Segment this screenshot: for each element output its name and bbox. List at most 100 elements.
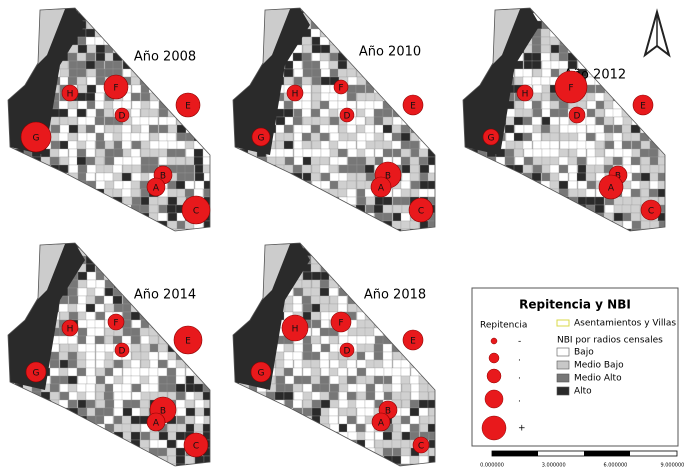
census-tract <box>346 188 357 198</box>
census-tract <box>391 375 402 385</box>
census-tract <box>94 295 105 305</box>
census-tract <box>346 212 357 222</box>
census-tract <box>550 204 561 214</box>
school-label: E <box>185 337 191 347</box>
census-tract <box>77 164 88 174</box>
census-tract <box>337 204 348 214</box>
census-tract <box>194 20 205 30</box>
census-tract <box>95 140 106 150</box>
census-tract <box>166 263 177 273</box>
census-tract <box>293 148 304 158</box>
census-tract <box>427 116 435 126</box>
census-tract <box>86 44 97 54</box>
census-tract <box>328 100 339 110</box>
census-tract <box>203 172 210 182</box>
census-tract <box>640 68 651 78</box>
census-tract <box>329 36 340 46</box>
census-tract <box>8 447 15 457</box>
census-tract <box>202 463 210 466</box>
census-tract <box>463 212 471 222</box>
census-tract <box>40 439 51 449</box>
census-tract <box>86 271 97 281</box>
census-tract <box>59 116 70 126</box>
census-tract <box>185 359 196 369</box>
census-tract <box>495 220 506 230</box>
census-tract <box>77 44 88 54</box>
census-tract <box>68 172 79 182</box>
census-tract <box>640 188 651 198</box>
census-tract <box>103 108 114 118</box>
census-tract <box>103 220 114 230</box>
census-tract <box>365 116 376 126</box>
census-tract <box>67 287 78 297</box>
census-tract <box>437 205 446 213</box>
census-tract <box>438 328 447 336</box>
census-tract <box>382 319 393 329</box>
census-tract <box>487 196 498 206</box>
census-tract <box>400 84 411 94</box>
census-tract <box>337 60 348 70</box>
census-tract <box>49 188 60 198</box>
census-tract <box>41 204 52 214</box>
census-tract <box>202 247 210 257</box>
census-tract <box>391 60 402 70</box>
census-tract <box>658 140 665 150</box>
census-tract <box>8 60 16 70</box>
census-tract <box>292 100 303 110</box>
census-tract <box>194 399 205 409</box>
census-tract <box>337 100 348 110</box>
census-tract <box>355 463 366 466</box>
census-tract <box>212 424 221 432</box>
census-tract <box>667 5 676 13</box>
census-tract <box>513 148 524 158</box>
census-tract <box>658 68 665 78</box>
census-tract <box>428 247 435 257</box>
census-tract <box>22 28 33 38</box>
census-tract <box>463 20 470 30</box>
census-tract <box>239 188 250 198</box>
census-tract <box>550 44 561 54</box>
census-tract <box>131 228 142 231</box>
census-tract <box>41 196 52 206</box>
census-tract <box>239 303 250 313</box>
census-tract <box>576 124 587 134</box>
census-tract <box>85 220 96 230</box>
census-tract <box>167 212 178 222</box>
census-tract <box>400 188 411 198</box>
census-tract <box>383 303 394 313</box>
census-tract <box>621 124 632 134</box>
map-title: Año 2008 <box>134 50 196 65</box>
census-tract <box>427 319 435 329</box>
census-tract <box>247 415 258 425</box>
census-tract <box>175 84 186 94</box>
school-marker <box>175 92 201 118</box>
census-tract <box>355 423 366 433</box>
census-tract <box>438 312 447 320</box>
census-tract <box>212 312 221 320</box>
census-tract <box>58 399 69 409</box>
census-tract <box>266 463 277 466</box>
census-tract <box>668 125 677 133</box>
census-tract <box>130 375 141 385</box>
census-tract <box>58 148 69 158</box>
census-tract <box>265 423 276 433</box>
census-tract <box>337 156 348 166</box>
legend-swatch <box>556 373 570 383</box>
census-tract <box>140 84 151 94</box>
census-tract <box>76 303 87 313</box>
census-tract <box>233 431 241 441</box>
census-tract <box>94 439 105 449</box>
census-tract <box>630 164 641 174</box>
census-tract <box>418 132 429 142</box>
census-tract <box>121 188 132 198</box>
census-tract <box>427 172 435 182</box>
census-tract <box>513 212 524 222</box>
census-tract <box>438 288 447 296</box>
census-tract <box>463 60 471 70</box>
school-label: A <box>378 184 385 194</box>
census-tract <box>23 164 34 174</box>
census-tract <box>400 375 411 385</box>
legend-marker <box>490 337 498 345</box>
census-tract <box>355 243 366 249</box>
census-tract <box>202 52 210 62</box>
